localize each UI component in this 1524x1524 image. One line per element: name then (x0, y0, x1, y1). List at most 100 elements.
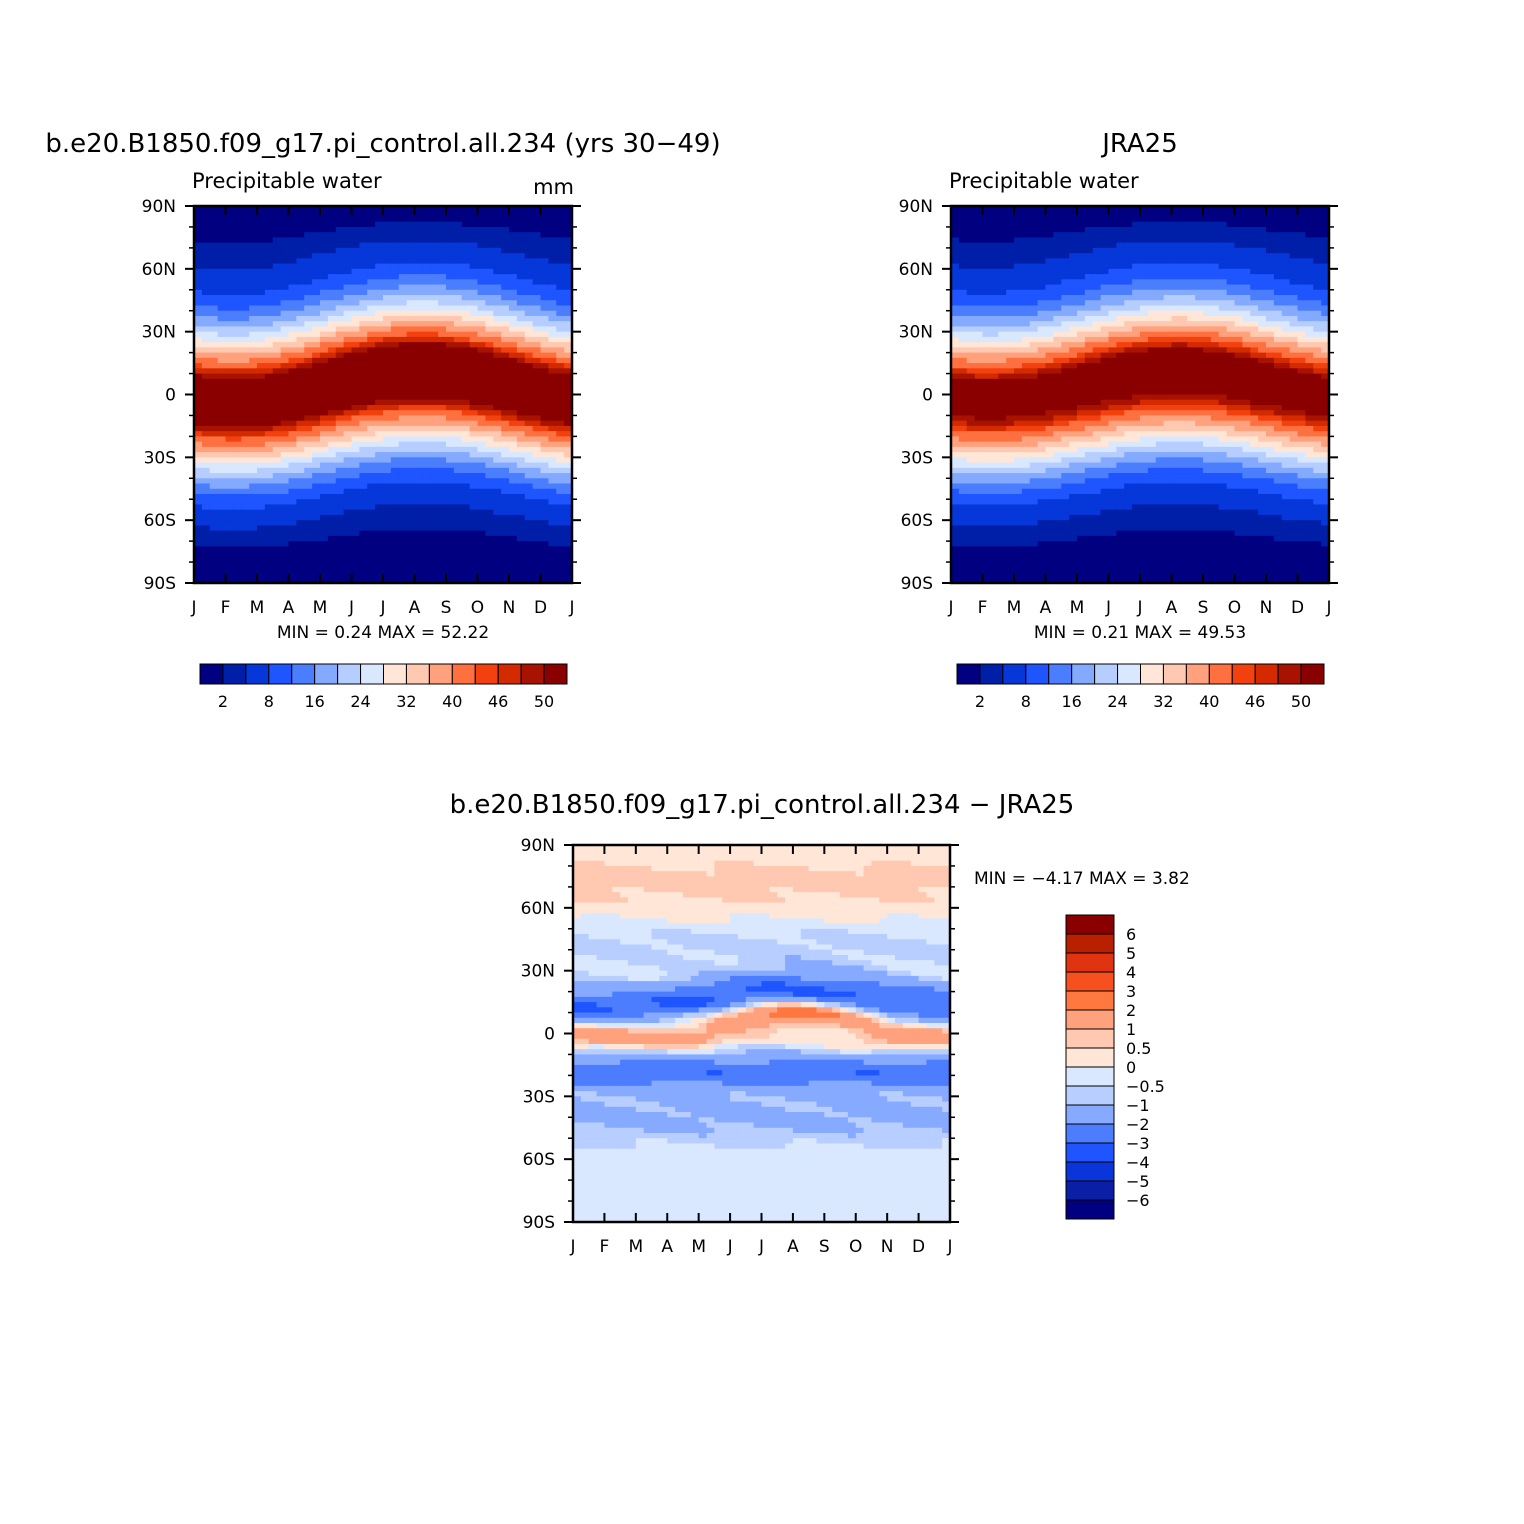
contour-cell (564, 357, 573, 364)
contour-cell (264, 247, 274, 254)
contour-cell (257, 509, 266, 516)
contour-cell (477, 441, 486, 448)
contour-cell (1006, 221, 1015, 228)
contour-cell (1289, 206, 1299, 212)
contour-cell (532, 211, 542, 218)
contour-cell (1029, 352, 1039, 359)
contour-cell (1203, 300, 1212, 307)
contour-cell (264, 509, 274, 516)
contour-cell (272, 556, 282, 563)
contour-cell (1116, 284, 1125, 291)
contour-cell (272, 394, 282, 401)
contour-cell (1116, 232, 1125, 239)
contour-cell (516, 237, 526, 244)
contour-cell (556, 462, 565, 469)
contour-cell (556, 315, 565, 322)
contour-cell (1124, 331, 1133, 338)
contour-cell (398, 399, 408, 406)
contour-cell (1155, 300, 1165, 307)
contour-cell (225, 331, 234, 338)
contour-cell (320, 462, 329, 469)
contour-cell (493, 258, 502, 265)
contour-cell (438, 567, 447, 574)
contour-cell (359, 305, 368, 312)
contour-cell (1084, 284, 1094, 291)
contour-cell (1250, 336, 1259, 343)
contour-cell (974, 289, 984, 296)
contour-cell (406, 431, 416, 437)
contour-cell (272, 368, 282, 375)
contour-cell (217, 331, 227, 338)
contour-cell (524, 509, 534, 516)
contour-cell (359, 279, 368, 286)
contour-cell (359, 394, 368, 401)
contour-cell (383, 493, 392, 500)
contour-cell (257, 525, 266, 532)
contour-cell (1179, 352, 1188, 359)
contour-cell (1273, 258, 1283, 265)
contour-cell (280, 347, 290, 354)
contour-cell (1084, 216, 1094, 223)
contour-cell (1108, 211, 1117, 218)
contour-cell (446, 436, 455, 443)
contour-cell (414, 274, 423, 280)
contour-cell (477, 336, 486, 343)
contour-cell (367, 211, 376, 218)
contour-cell (509, 514, 518, 521)
contour-cell (1132, 321, 1141, 328)
contour-cell (1242, 253, 1251, 259)
contour-cell (241, 404, 250, 411)
contour-cell (461, 525, 471, 532)
contour-cell (438, 572, 447, 579)
contour-cell (320, 499, 329, 506)
contour-cell (375, 342, 384, 348)
contour-cell (320, 514, 329, 521)
contour-cell (548, 373, 557, 380)
contour-cell (461, 436, 471, 443)
contour-cell (375, 363, 384, 369)
contour-cell (1305, 253, 1314, 259)
contour-cell (540, 253, 549, 259)
contour-cell (209, 336, 219, 343)
contour-cell (414, 493, 423, 500)
contour-cell (438, 368, 447, 375)
contour-cell (1242, 279, 1251, 286)
contour-cell (1084, 206, 1094, 212)
contour-cell (438, 509, 447, 516)
contour-cell (327, 216, 337, 223)
contour-cell (1053, 263, 1062, 270)
contour-cell (1179, 347, 1188, 354)
contour-cell (477, 446, 486, 453)
contour-cell (1258, 221, 1267, 228)
contour-cell (1147, 342, 1157, 348)
contour-cell (257, 504, 266, 511)
contour-cell (288, 389, 297, 396)
contour-cell (1218, 216, 1228, 223)
contour-cell (485, 394, 494, 401)
contour-cell (532, 206, 542, 212)
contour-cell (406, 237, 416, 244)
contour-cell (1116, 352, 1125, 359)
contour-cell (1116, 237, 1125, 244)
contour-cell (556, 373, 565, 380)
contour-cell (958, 206, 968, 212)
contour-cell (343, 530, 353, 537)
contour-cell (1037, 279, 1047, 286)
contour-cell (422, 384, 431, 390)
contour-cell (556, 258, 565, 265)
contour-cell (264, 284, 274, 291)
contour-cell (430, 310, 439, 317)
contour-cell (509, 300, 518, 307)
contour-cell (493, 452, 502, 458)
contour-cell (1210, 274, 1220, 280)
contour-cell (241, 431, 250, 437)
contour-cell (485, 562, 494, 568)
contour-cell (264, 567, 274, 574)
contour-cell (359, 535, 368, 542)
contour-cell (509, 310, 518, 317)
contour-cell (359, 572, 368, 579)
contour-cell (509, 258, 518, 265)
contour-cell (398, 321, 408, 328)
contour-cell (280, 352, 290, 359)
contour-cell (1218, 289, 1228, 296)
